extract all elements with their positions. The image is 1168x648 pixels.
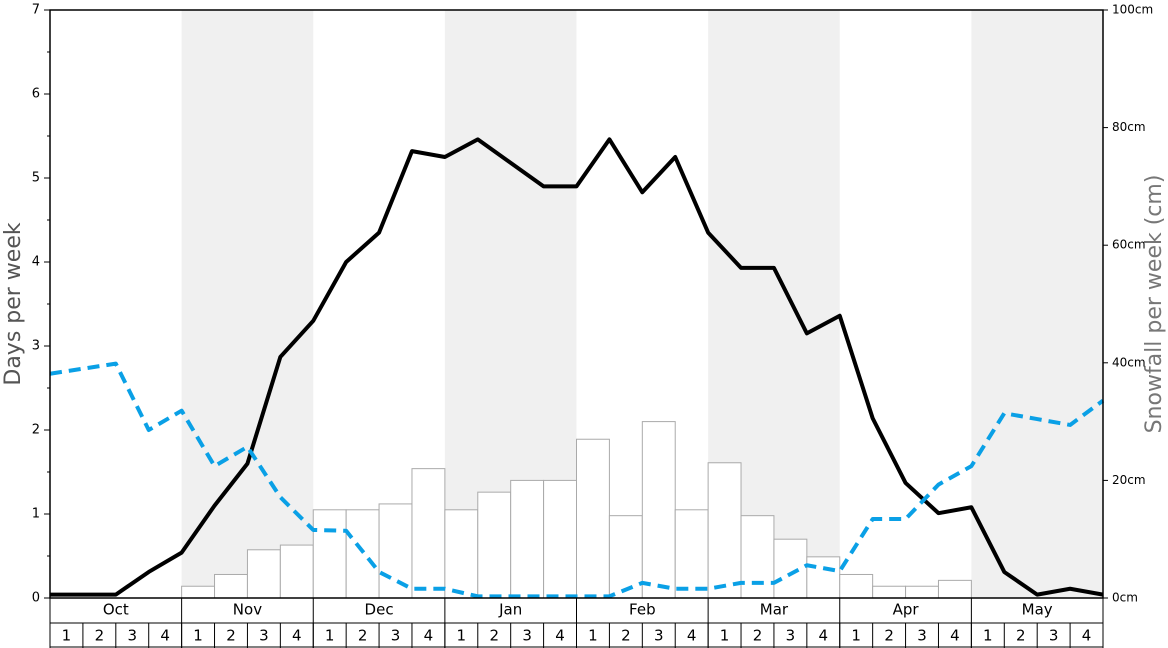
bar — [740, 515, 775, 599]
y2-tick-label: 100cm — [1112, 3, 1153, 17]
month-label: Apr — [893, 601, 920, 619]
y2-axis-title: Snowfall per week (cm) — [1142, 175, 1167, 434]
month-label: Feb — [629, 601, 656, 619]
month-label: May — [1022, 601, 1053, 619]
bar — [543, 479, 577, 599]
x-tick-label: 3 — [259, 627, 269, 645]
x-tick-label: 2 — [753, 627, 763, 645]
bar — [905, 585, 939, 599]
bar — [411, 468, 446, 599]
bar — [839, 573, 874, 599]
x-tick-label: 1 — [62, 627, 72, 645]
y-tick-label: 6 — [32, 87, 40, 102]
x-tick-label: 2 — [358, 627, 368, 645]
bar — [312, 509, 347, 599]
x-tick-label: 3 — [1049, 627, 1059, 645]
x-tick-label: 4 — [292, 627, 302, 645]
month-band — [971, 10, 1103, 598]
x-tick-label: 4 — [687, 627, 697, 645]
x-tick-label: 4 — [424, 627, 434, 645]
x-tick-label: 3 — [391, 627, 401, 645]
x-tick-label: 2 — [95, 627, 105, 645]
x-tick-label: 4 — [950, 627, 960, 645]
x-tick-label: 1 — [193, 627, 203, 645]
bar — [214, 573, 248, 599]
y-tick-label: 4 — [32, 255, 40, 270]
y-tick-label: 2 — [32, 423, 40, 438]
x-tick-label: 4 — [819, 627, 829, 645]
bar — [378, 503, 413, 599]
bar — [773, 538, 808, 599]
x-tick-label: 2 — [226, 627, 236, 645]
bar — [641, 421, 676, 599]
bar — [576, 438, 610, 599]
x-tick-label: 3 — [654, 627, 664, 645]
y2-tick-label: 20cm — [1112, 473, 1146, 487]
month-label: Nov — [233, 601, 262, 619]
x-tick-label: 4 — [555, 627, 565, 645]
bar — [608, 515, 643, 599]
y-axis-title: Days per week — [1, 222, 26, 385]
x-tick-label: 2 — [621, 627, 631, 645]
bar — [246, 549, 281, 599]
x-tick-label: 1 — [457, 627, 467, 645]
x-tick-label: 4 — [160, 627, 170, 645]
y-tick-label: 5 — [32, 171, 40, 186]
x-tick-label: 2 — [489, 627, 499, 645]
data-line — [49, 361, 1105, 599]
x-tick-label: 1 — [851, 627, 861, 645]
y2-tick-label: 60cm — [1112, 238, 1146, 252]
y2-tick-label: 0cm — [1112, 591, 1138, 605]
bar — [345, 509, 380, 599]
x-tick-label: 3 — [522, 627, 532, 645]
month-label: Oct — [103, 601, 129, 619]
bar — [674, 509, 709, 599]
month-label: Dec — [365, 601, 394, 619]
x-tick-label: 4 — [1082, 627, 1092, 645]
bar — [181, 585, 216, 599]
bar — [279, 544, 314, 599]
bar — [444, 509, 479, 599]
month-label: Mar — [760, 601, 789, 619]
x-tick-label: 3 — [127, 627, 137, 645]
month-label: Jan — [498, 601, 522, 619]
x-tick-label: 2 — [1016, 627, 1026, 645]
x-tick-label: 2 — [884, 627, 894, 645]
bar — [707, 462, 742, 599]
bar — [510, 479, 545, 599]
x-tick-label: 3 — [917, 627, 927, 645]
x-tick-label: 1 — [720, 627, 730, 645]
y-tick-label: 7 — [32, 3, 40, 18]
x-tick-label: 3 — [786, 627, 796, 645]
y-tick-label: 3 — [32, 339, 40, 354]
y-tick-label: 1 — [32, 507, 40, 522]
bar — [872, 585, 907, 599]
x-tick-label: 1 — [325, 627, 335, 645]
bar — [937, 579, 972, 599]
y-tick-label: 0 — [32, 591, 40, 606]
x-tick-label: 1 — [588, 627, 598, 645]
y2-tick-label: 80cm — [1112, 120, 1146, 134]
data-line — [50, 137, 1104, 597]
month-band — [181, 10, 314, 598]
bar — [806, 556, 841, 599]
x-tick-label: 1 — [983, 627, 993, 645]
bar — [477, 491, 512, 599]
y2-tick-label: 40cm — [1112, 355, 1146, 369]
